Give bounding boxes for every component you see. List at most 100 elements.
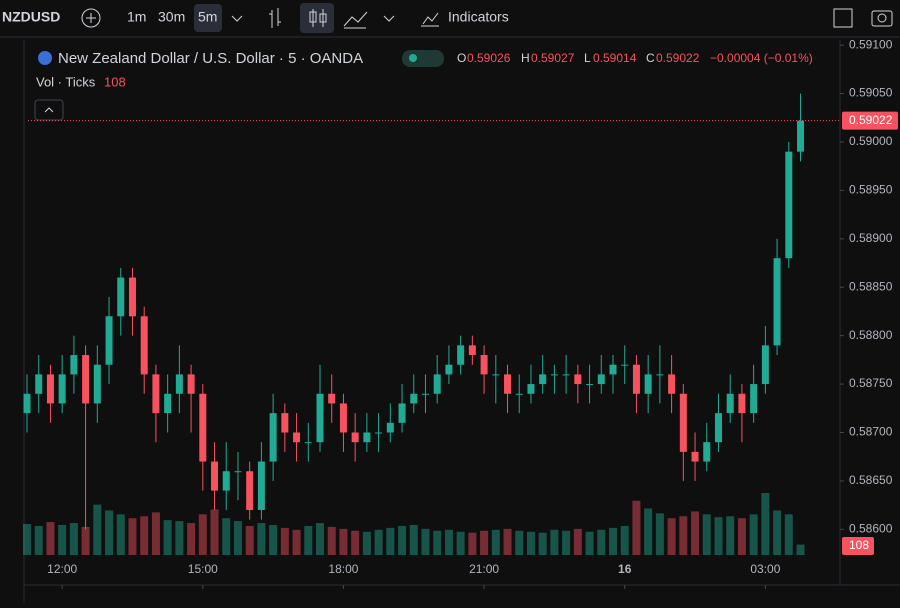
candle-body bbox=[574, 374, 582, 385]
collapse-icon bbox=[44, 107, 54, 113]
y-tick-label: 0.58750 bbox=[849, 376, 893, 390]
candle-body bbox=[363, 432, 371, 443]
candle-body bbox=[691, 451, 699, 462]
volume-bar bbox=[198, 514, 207, 555]
volume-bar bbox=[503, 528, 512, 555]
interval[interactable]: 30m bbox=[158, 9, 185, 25]
plot-area: 0.59100 0.59050 0.59000 0.58950 0.58900 0.588… bbox=[23, 37, 898, 589]
candle-body bbox=[761, 345, 769, 385]
candle-body bbox=[457, 345, 465, 365]
candle-body bbox=[738, 393, 746, 414]
volume-bar bbox=[714, 517, 723, 555]
candle-body bbox=[410, 393, 418, 404]
volume-bar bbox=[46, 522, 55, 555]
volume-bar bbox=[23, 524, 31, 555]
volume-bar bbox=[409, 524, 418, 555]
candle-body bbox=[293, 432, 301, 443]
candle-body bbox=[609, 364, 617, 375]
volume-bar bbox=[609, 527, 617, 555]
candle-body bbox=[668, 374, 676, 394]
candle-body bbox=[480, 355, 488, 375]
volume-bar bbox=[222, 518, 231, 555]
volume-bar bbox=[327, 526, 336, 555]
ohlc-value: 0.59014 bbox=[593, 51, 637, 65]
candle-body bbox=[421, 393, 429, 395]
x-tick-label: 03:00 bbox=[750, 562, 780, 576]
candle-body bbox=[164, 393, 172, 414]
candle-body bbox=[35, 374, 43, 394]
candle-body bbox=[797, 120, 805, 152]
candles-icon[interactable] bbox=[309, 9, 327, 27]
y-tick-label: 0.59000 bbox=[849, 134, 893, 148]
indicators-button[interactable]: Indicators bbox=[448, 9, 509, 25]
volume-bar bbox=[644, 508, 653, 555]
volume-bar bbox=[398, 525, 407, 555]
y-tick-label: 0.58800 bbox=[849, 328, 893, 342]
candle-body bbox=[726, 393, 734, 414]
volume-bar bbox=[116, 514, 125, 555]
ohlc-label: H bbox=[521, 51, 530, 65]
bars-icon[interactable] bbox=[269, 8, 281, 28]
volume-bar bbox=[304, 525, 313, 555]
add-symbol[interactable] bbox=[81, 8, 101, 28]
interval[interactable]: 5m bbox=[198, 9, 217, 25]
chart-type-dropdown[interactable] bbox=[383, 15, 395, 22]
candle-body bbox=[304, 442, 312, 444]
candle-body bbox=[140, 316, 148, 375]
symbol[interactable]: NZDUSD bbox=[2, 9, 60, 25]
candle-body bbox=[445, 364, 453, 375]
candle-body bbox=[93, 364, 101, 404]
vol-label: Vol · Ticks bbox=[36, 74, 96, 89]
candle-body bbox=[23, 393, 31, 414]
volume-bar bbox=[761, 493, 770, 555]
candle-body bbox=[632, 364, 640, 394]
interval-dropdown[interactable] bbox=[231, 15, 243, 22]
candle-body bbox=[58, 374, 66, 404]
ohlc-label: L bbox=[584, 51, 591, 65]
volume-bar bbox=[362, 531, 371, 555]
volume-bar bbox=[562, 530, 571, 555]
volume-bar bbox=[491, 529, 500, 555]
indicators-icon[interactable] bbox=[421, 12, 439, 27]
candle-body bbox=[504, 374, 512, 394]
candle-body bbox=[539, 374, 547, 385]
camera-icon[interactable] bbox=[871, 10, 893, 27]
volume-bar bbox=[351, 530, 360, 555]
candle-body bbox=[128, 277, 136, 317]
y-tick-label: 0.59100 bbox=[849, 37, 893, 51]
candle-body bbox=[199, 393, 207, 462]
volume-bar bbox=[679, 516, 688, 555]
candle-body bbox=[679, 393, 687, 452]
volume-bar bbox=[784, 514, 793, 555]
x-tick-label: 12:00 bbox=[47, 562, 77, 576]
volume-bar bbox=[105, 510, 114, 555]
symbol-flag bbox=[38, 51, 52, 65]
snapshot-icon[interactable] bbox=[833, 8, 853, 28]
candle-body bbox=[70, 355, 78, 375]
area-icon[interactable] bbox=[343, 11, 368, 29]
volume-bar bbox=[374, 529, 383, 555]
volume-bar bbox=[632, 500, 641, 555]
volume-bar bbox=[667, 518, 676, 555]
volume-bar bbox=[444, 529, 453, 555]
candles-active-bg bbox=[300, 3, 334, 33]
volume-bar bbox=[269, 524, 278, 555]
x-tick-label: 16 bbox=[618, 562, 632, 576]
candle-body bbox=[351, 432, 359, 443]
candle-body bbox=[785, 151, 793, 259]
candle-body bbox=[316, 393, 324, 443]
volume-bar bbox=[620, 525, 629, 555]
interval[interactable]: 1m bbox=[127, 9, 146, 25]
collapse-button[interactable] bbox=[34, 99, 64, 121]
y-tick-label: 0.58700 bbox=[849, 425, 893, 439]
x-tick-label: 18:00 bbox=[328, 562, 358, 576]
candle-body bbox=[269, 413, 277, 462]
candle-body bbox=[621, 364, 629, 366]
volume-bar bbox=[749, 514, 758, 555]
ohlc-value: 0.59027 bbox=[531, 51, 575, 65]
vol-value: 108 bbox=[104, 74, 126, 89]
y-tick-label: 0.58950 bbox=[849, 183, 893, 197]
volume-bar bbox=[538, 532, 547, 555]
candle-body bbox=[257, 461, 265, 510]
candle-body bbox=[222, 471, 230, 491]
